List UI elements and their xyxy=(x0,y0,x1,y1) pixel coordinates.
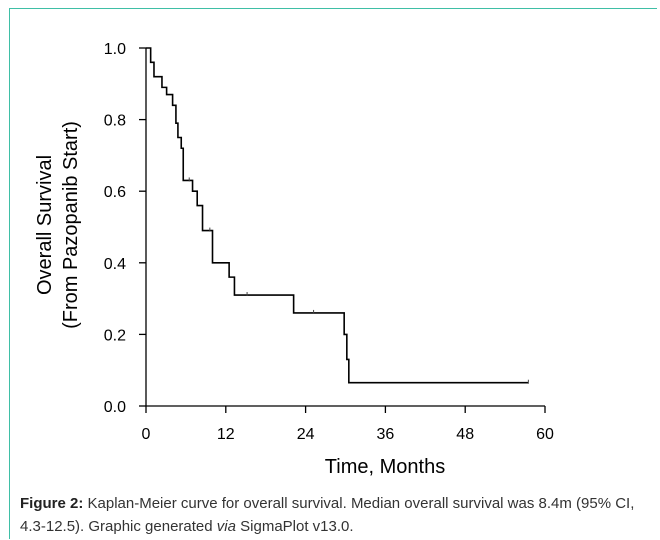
x-tick-label: 48 xyxy=(456,426,474,443)
km-survival-chart: 0.0 0.2 0.4 0.6 0.8 1.0 0 12 24 36 48 60 Time, Mont… xyxy=(34,41,554,478)
y-tick-label: 1.0 xyxy=(104,41,126,58)
x-axis-label: Time, Months xyxy=(325,456,445,478)
survival-series xyxy=(146,47,529,384)
axes xyxy=(145,48,545,407)
y-tick-label: 0.6 xyxy=(104,184,126,201)
x-tick-label: 36 xyxy=(377,426,395,443)
x-tick-label: 0 xyxy=(142,426,151,443)
caption-via: via xyxy=(216,518,236,535)
caption-text-end: SigmaPlot v13.0. xyxy=(235,518,354,535)
caption-text: Kaplan-Meier curve for overall survival.… xyxy=(20,495,635,535)
x-tick-label: 12 xyxy=(217,426,235,443)
y-tick-label: 0.0 xyxy=(104,399,126,416)
y-axis-label-line1: Overall Survival xyxy=(34,155,56,295)
caption-label: Figure 2: xyxy=(20,495,84,512)
y-axis-label: Overall Survival (From Pazopanib Start) xyxy=(34,121,82,329)
x-tick-label: 60 xyxy=(536,426,554,443)
survival-curve xyxy=(146,47,529,384)
figure-caption: Figure 2: Kaplan-Meier curve for overall… xyxy=(20,492,652,538)
figure-frame xyxy=(9,8,657,539)
tick-labels: 0.0 0.2 0.4 0.6 0.8 1.0 0 12 24 36 48 60 xyxy=(104,41,554,443)
y-tick-label: 0.4 xyxy=(104,256,126,273)
y-axis-label-line2: (From Pazopanib Start) xyxy=(60,121,82,329)
y-tick-label: 0.2 xyxy=(104,327,126,344)
tick-marks xyxy=(139,47,546,413)
censor-marks xyxy=(188,177,529,384)
y-tick-label: 0.8 xyxy=(104,113,126,130)
x-tick-label: 24 xyxy=(297,426,315,443)
